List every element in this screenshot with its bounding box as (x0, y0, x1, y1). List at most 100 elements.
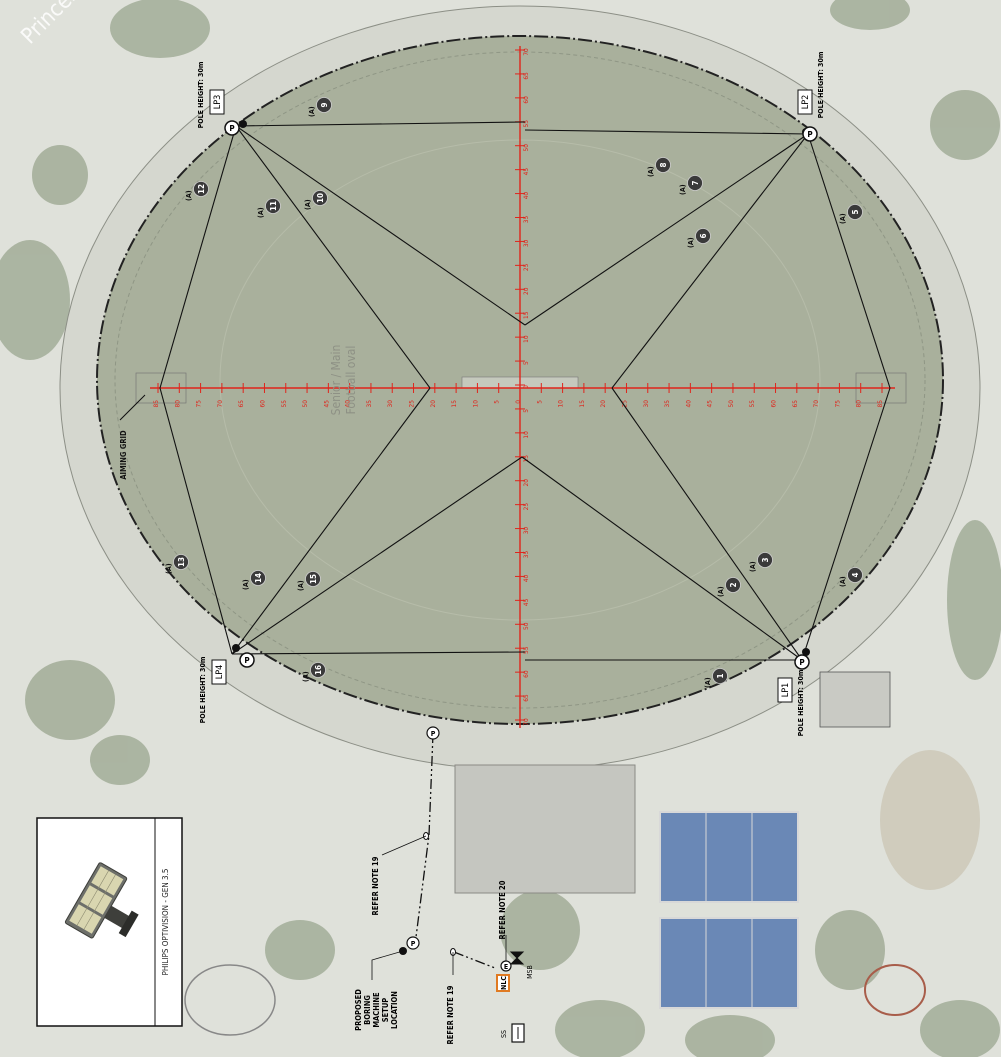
aim-marker-tag: (A) (302, 671, 310, 682)
aim-marker-12: 12 (A) (185, 181, 209, 201)
grid-tick-label-h: 50 (301, 400, 309, 408)
pole-height-label: POLE HEIGHT: 30m (797, 669, 805, 736)
grid-tick-label-h: 35 (663, 400, 671, 408)
msb-label: MSB (526, 965, 534, 979)
nlc-label: NLC (500, 976, 508, 990)
grid-tick-label-v: 5 (522, 409, 530, 413)
grid-tick-label-v: 0 (522, 385, 530, 389)
pole-dot (239, 120, 247, 128)
aim-marker-number: 8 (659, 162, 668, 167)
ss-label: SS (500, 1030, 508, 1038)
aim-marker-number: 5 (851, 209, 860, 214)
grid-tick-label-h: 55 (748, 400, 756, 408)
aim-marker-number: 14 (254, 573, 263, 583)
grid-tick-label-h: 0 (514, 400, 522, 404)
aim-marker-tag: (A) (242, 579, 250, 590)
grid-tick-label-v: 35 (522, 551, 530, 559)
product-legend: PHILIPS OPTIVISION - GEN 3.5 (36, 817, 183, 1027)
aim-marker-tag: (A) (304, 199, 312, 210)
pole-id-box (209, 89, 225, 115)
aim-marker-4: 4 (A) (839, 567, 863, 587)
pole-id-box (777, 677, 793, 703)
grid-tick-label-v: 55 (522, 646, 530, 654)
grid-tick-label-v: 15 (522, 311, 530, 319)
grid-tick-label-h: 65 (791, 400, 799, 408)
boring-line-5: LOCATION (390, 991, 399, 1029)
club-building (454, 764, 636, 894)
aim-marker-number: 10 (316, 193, 325, 203)
aiming-grid: 85 80 75 70 65 60 55 50 45 40 35 30 25 20 15 10 5 0 5 10 15 2… (150, 46, 895, 728)
aim-lines (159, 121, 891, 661)
aim-marker-2: 2 (A) (717, 577, 741, 597)
pole-dot (232, 644, 240, 652)
aim-marker-number: 4 (851, 572, 860, 577)
aim-line (235, 121, 526, 127)
pole-symbol-label: P (229, 124, 234, 133)
aim-marker-6: 6 (A) (687, 228, 711, 248)
grid-tick-label-h: 45 (706, 400, 714, 408)
aim-marker-10: 10 (A) (304, 190, 328, 210)
aim-line (231, 387, 431, 655)
pole-id-box (797, 89, 813, 115)
grid-tick-label-v: 10 (522, 431, 530, 439)
aim-marker-tag: (A) (679, 184, 687, 195)
aim-line (159, 387, 233, 655)
boring-line-3: MACHINE (372, 992, 381, 1028)
boring-label: PROPOSED BORING MACHINE SETUP LOCATION (354, 989, 399, 1031)
boring-pit-label: P (411, 940, 416, 948)
aim-line (524, 133, 809, 326)
grid-tick-label-v: 35 (522, 216, 530, 224)
grid-tick-label-h: 70 (812, 400, 820, 408)
aim-line (231, 651, 526, 655)
grid-tick-label-h: 15 (450, 400, 458, 408)
boring-pit (406, 936, 420, 950)
grid-tick-label-h: 35 (365, 400, 373, 408)
pole-height-label: POLE HEIGHT: 30m (199, 656, 207, 723)
grid-tick-label-v: 45 (522, 598, 530, 606)
oval-label-line2: Football oval (344, 346, 358, 415)
aim-line (231, 456, 523, 655)
aim-marker-number: 13 (177, 557, 186, 567)
pole-height-label: POLE HEIGHT: 30m (197, 61, 205, 128)
aim-marker-tag: (A) (308, 106, 316, 117)
aim-marker-tag: (A) (687, 237, 695, 248)
aim-marker-circle (712, 668, 728, 684)
aim-marker-15: 15 (A) (297, 571, 321, 591)
aim-line (611, 387, 803, 661)
grid-tick-label-v: 55 (522, 120, 530, 128)
pole-symbol (794, 654, 810, 670)
aim-line (807, 133, 891, 389)
refer-note-20: REFER NOTE 20 (498, 880, 507, 939)
grid-tick-label-v: 60 (522, 670, 530, 678)
roundabout (864, 964, 926, 1016)
aim-marker-circle (305, 571, 321, 587)
grid-tick-label-h: 60 (258, 400, 266, 408)
grid-tick-label-h: 70 (216, 400, 224, 408)
grid-tick-label-v: 20 (522, 479, 530, 487)
aim-marker-number: 7 (691, 180, 700, 185)
grid-tick-label-v: 65 (522, 694, 530, 702)
aim-marker-circle (757, 552, 773, 568)
aim-marker-circle (725, 577, 741, 593)
grid-tick-label-h: 5 (535, 400, 543, 404)
aiming-grid-label: AIMING GRID (119, 430, 128, 480)
aim-marker-tag: (A) (185, 190, 193, 201)
aim-marker-number: 15 (309, 574, 318, 584)
aim-marker-circle (193, 181, 209, 197)
pole-symbol (802, 126, 818, 142)
aim-marker-circle (687, 175, 703, 191)
boring-leader (371, 950, 404, 980)
aim-marker-11: 11 (A) (257, 198, 281, 218)
pole-symbol (224, 120, 240, 136)
aim-marker-number: 1 (716, 673, 725, 678)
grid-tick-label-h: 45 (322, 400, 330, 408)
aim-marker-circle (250, 570, 266, 586)
grid-tick-label-h: 75 (833, 400, 841, 408)
grid-tick-label-h: 65 (237, 400, 245, 408)
pole-id: LP3 (213, 95, 223, 110)
aim-line (521, 456, 803, 661)
nlc-box (496, 974, 510, 992)
earth-symbol (500, 960, 512, 972)
